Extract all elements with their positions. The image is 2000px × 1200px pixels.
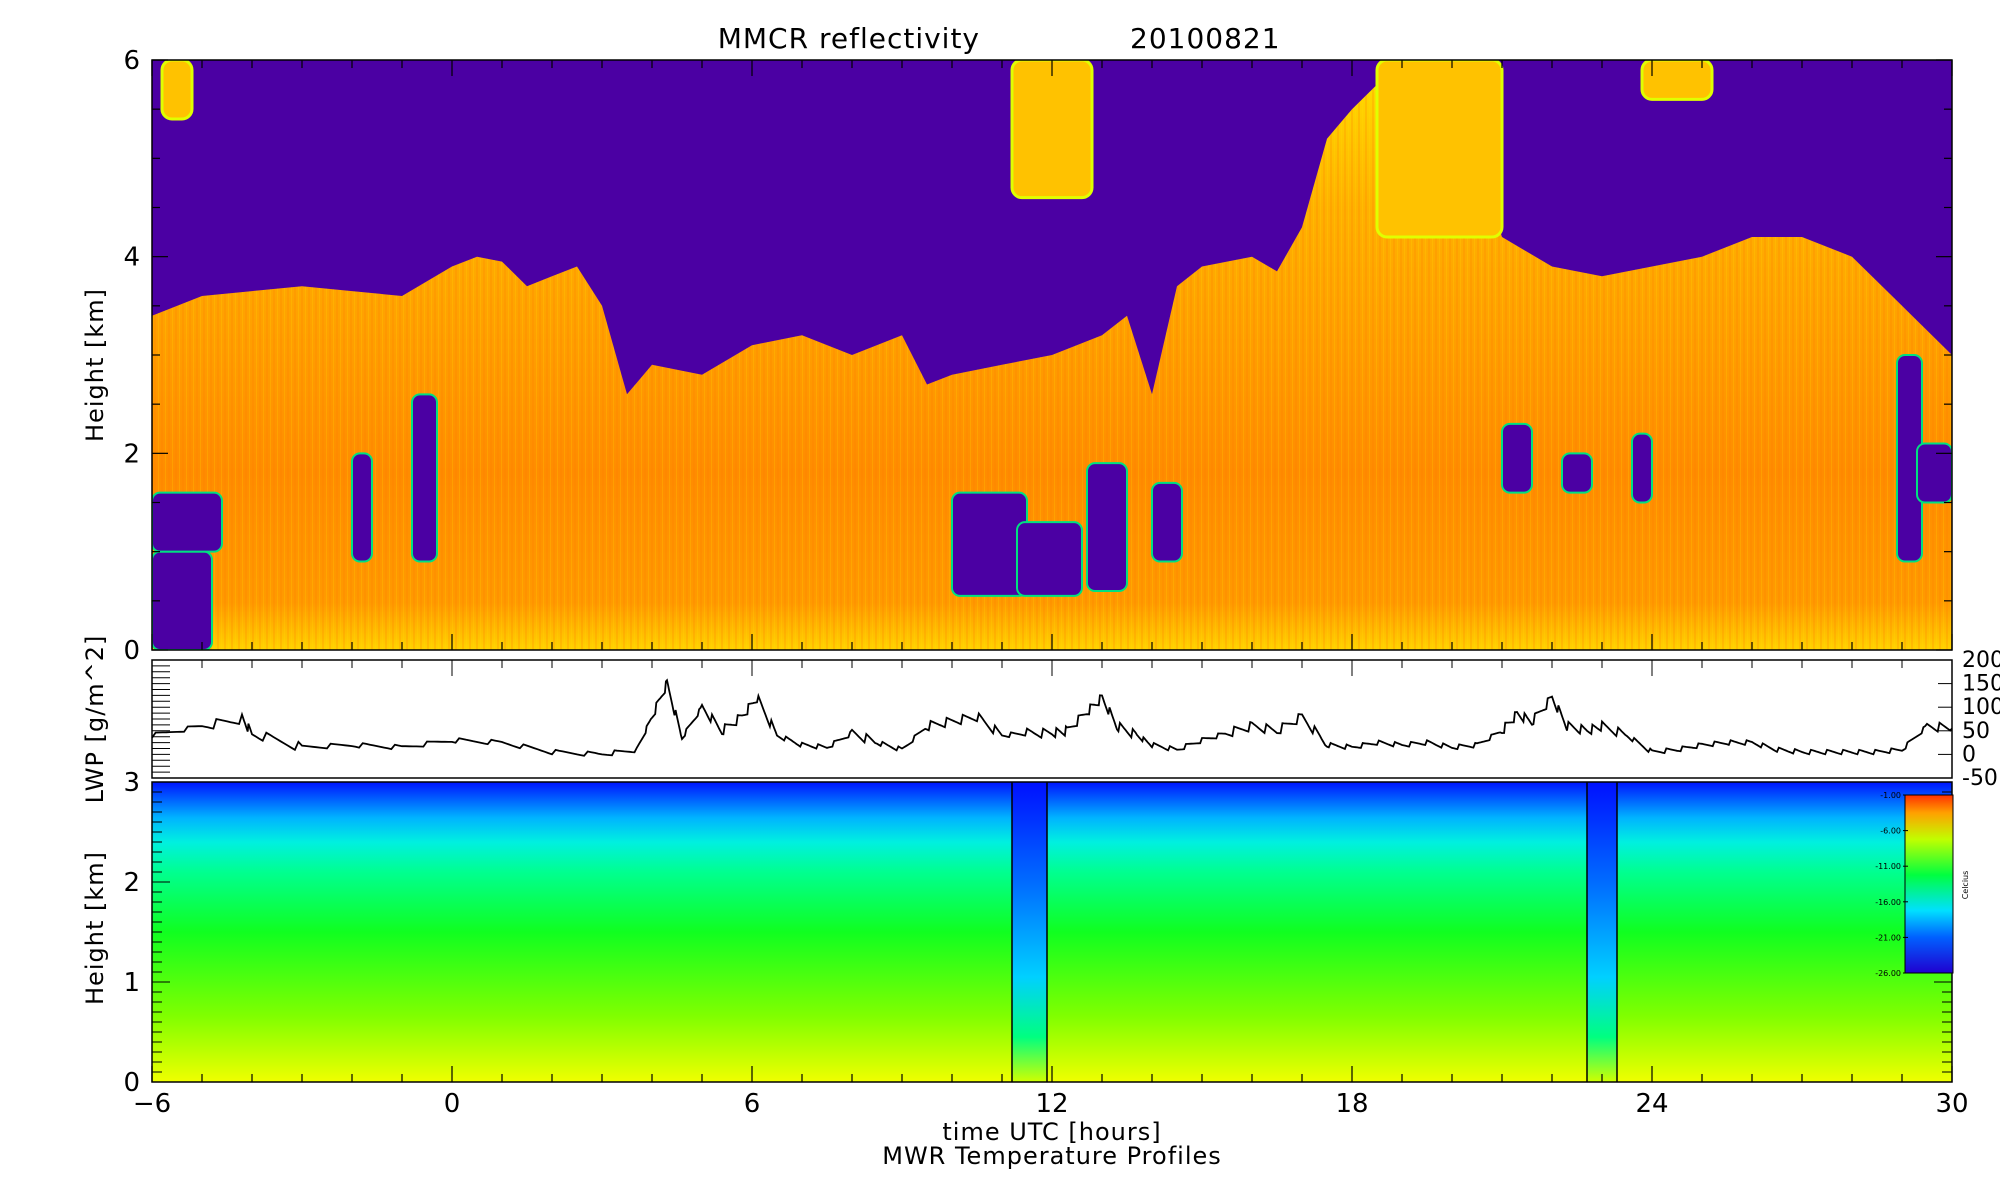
lwp-tick-label: 200	[1962, 648, 2000, 673]
y-tick-label: 3	[123, 768, 140, 798]
upper-cloud-patch	[1640, 60, 1714, 101]
clear-sky-gap	[411, 393, 438, 563]
x-tick-label: 0	[444, 1089, 461, 1119]
clear-sky-gap	[1561, 452, 1593, 494]
colorbar-ticks: -1.00 -6.00 -11.00 -16.00 -21.00 -26.00	[1875, 791, 1908, 978]
lwp-panel	[151, 659, 1953, 779]
x-tick-label: 6	[744, 1089, 761, 1119]
clear-sky-gap	[1086, 462, 1128, 592]
clear-sky-gap	[152, 491, 223, 553]
temperature-y-label: Height [km]	[81, 851, 109, 1005]
colorbar-label: Celcius	[1961, 871, 1970, 900]
temperature-y-axis: 0 1 2 3	[123, 768, 1952, 1098]
missing-data-column	[1587, 782, 1617, 1082]
lwp-tick-label: 0	[1962, 742, 1976, 767]
y-tick-label: 0	[123, 636, 140, 666]
clear-sky-gap	[951, 491, 1028, 597]
upper-cloud-patch	[160, 60, 194, 121]
reflectivity-y-axis: 0 2 4 6	[123, 46, 1952, 666]
lwp-series-line	[151, 678, 1953, 757]
chart-date: 20100821	[1130, 22, 1281, 55]
temperature-field	[152, 782, 1952, 1082]
chart-title: MMCR reflectivity	[718, 22, 980, 55]
colorbar-tick-label: -6.00	[1880, 827, 1901, 836]
lwp-tick-label: -50	[1962, 766, 1998, 791]
y-tick-label: 4	[123, 243, 140, 273]
x-tick-label: 12	[1035, 1089, 1068, 1119]
temperature-caption: MWR Temperature Profiles	[882, 1142, 1222, 1170]
temperature-colorbar: -1.00 -6.00 -11.00 -16.00 -21.00 -26.00 Celci…	[1875, 791, 1970, 978]
clear-sky-gap	[1631, 432, 1653, 504]
y-tick-label: 0	[123, 1068, 140, 1098]
x-tick-label: 30	[1935, 1089, 1968, 1119]
x-tick-label: 24	[1635, 1089, 1668, 1119]
colorbar-tick-label: -21.00	[1875, 933, 1901, 942]
lwp-tick-label: 50	[1962, 719, 1990, 744]
x-axis-label: time UTC [hours]	[942, 1118, 1161, 1146]
clear-sky-gap	[1016, 521, 1083, 597]
upper-cloud-patch	[1010, 60, 1094, 200]
clear-sky-gap	[351, 452, 373, 563]
reflectivity-panel	[152, 60, 1952, 650]
colorbar-tick-label: -26.00	[1875, 969, 1901, 978]
y-tick-label: 6	[123, 46, 140, 76]
upper-cloud-patch	[1375, 60, 1504, 239]
clear-sky-gaps	[152, 60, 1952, 650]
clear-sky-gap	[1916, 442, 1952, 504]
missing-data-gaps	[1011, 782, 1618, 1082]
y-tick-label: 2	[123, 868, 140, 898]
clear-sky-gap	[1151, 481, 1183, 563]
colorbar-tick-label: -11.00	[1875, 862, 1901, 871]
clear-sky-gap	[1501, 422, 1533, 494]
y-tick-label: 1	[123, 968, 140, 998]
lwp-left-ticks	[152, 659, 170, 779]
colorbar-tick-label: -1.00	[1880, 791, 1901, 800]
colorbar-tick-label: -16.00	[1875, 898, 1901, 907]
colorbar-ramp	[1904, 794, 1954, 974]
x-axis: −6 0 6 12 18 24 30	[133, 60, 1969, 1119]
clear-sky-gap	[152, 550, 213, 650]
lwp-tick-label: 150	[1962, 672, 2000, 697]
lwp-tick-label: 100	[1962, 695, 2000, 720]
temperature-panel	[152, 782, 1952, 1082]
missing-data-column	[1012, 782, 1047, 1082]
reflectivity-y-label: Height [km]	[81, 288, 109, 442]
x-tick-label: 18	[1335, 1089, 1368, 1119]
y-tick-label: 2	[123, 439, 140, 469]
cloud-streaks	[152, 60, 1952, 650]
x-tick-label: −6	[133, 1089, 171, 1119]
lwp-y-label: LWP [g/m^2]	[81, 635, 109, 804]
